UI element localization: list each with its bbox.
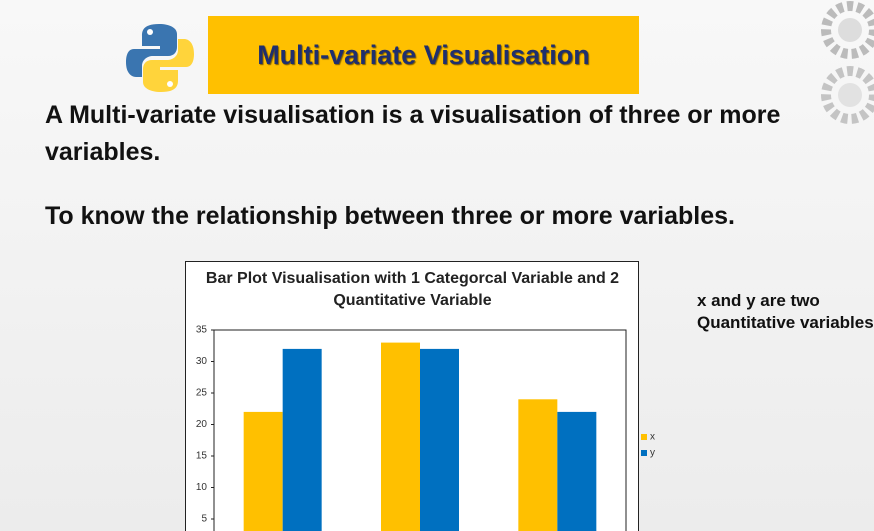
slide-title: Multi-variate Visualisation — [257, 39, 590, 70]
definition-text: A Multi-variate visualisation is a visua… — [45, 101, 781, 166]
legend-label: y — [650, 448, 655, 459]
bar — [420, 348, 459, 531]
y-tick-label: 5 — [201, 514, 207, 525]
side-note: x and y are two Quantitative variables — [697, 291, 874, 332]
plot-area — [213, 329, 627, 531]
legend-swatch — [641, 434, 647, 440]
y-tick-label: 30 — [196, 356, 208, 367]
bar — [518, 399, 558, 531]
legend-label: x — [650, 432, 655, 443]
bar — [381, 342, 420, 531]
bar — [282, 348, 322, 531]
y-tick-label: 20 — [196, 419, 208, 430]
gears — [821, 1, 874, 124]
y-tick-label: 15 — [196, 451, 208, 462]
bar — [243, 411, 283, 531]
legend-swatch — [641, 450, 647, 456]
bar — [557, 411, 597, 531]
purpose-text: To know the relationship between three o… — [45, 202, 735, 230]
python-logo — [126, 24, 194, 92]
y-tick-label: 35 — [196, 325, 208, 336]
y-tick-label: 25 — [196, 388, 208, 399]
chart-title: Bar Plot Visualisation with 1 Categorcal… — [205, 270, 620, 309]
title-banner: Multi-variate Visualisation — [208, 16, 639, 94]
y-tick-label: 10 — [196, 482, 208, 493]
